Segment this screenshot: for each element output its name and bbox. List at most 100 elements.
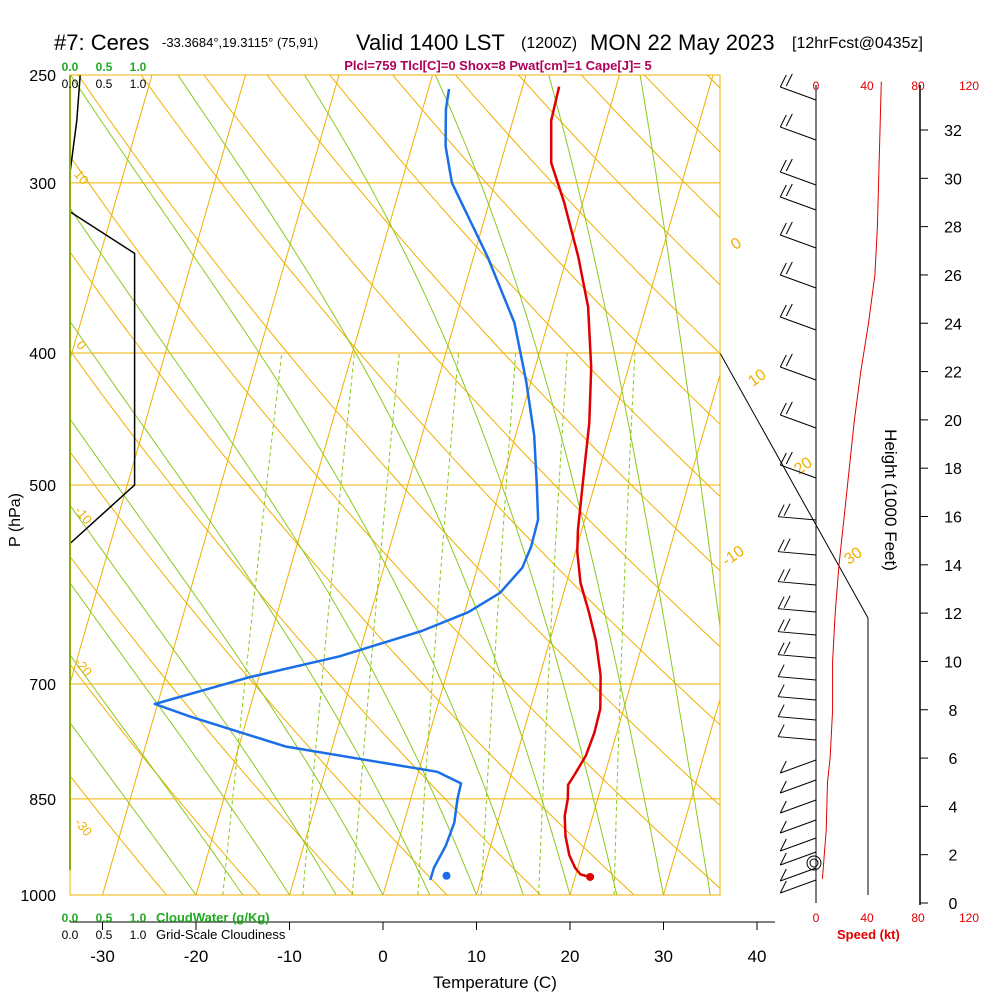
speed-tick-top: 120 [959,79,979,93]
dry-adiabat-line [896,75,1000,895]
dry-adiabat-line [140,75,720,726]
wind-barb-flag [779,452,787,466]
wind-barb-shaft [778,631,817,636]
wind-barb-flag [777,596,785,609]
wind-barb [779,819,817,834]
wind-barb-shaft [778,581,817,586]
height-tick-label: 4 [949,799,958,816]
wind-barb-flag [777,724,785,737]
wind-barb [777,684,817,701]
moist-adiabat-line [70,418,384,895]
temperature-tick-label: 40 [748,947,767,966]
temperature-tick-label: 10 [467,947,486,966]
mixing-ratio-label: 2 [300,904,307,919]
wind-barb-flag [779,354,787,368]
wind-barb-flag [779,838,787,852]
isotherm-line [663,697,720,895]
axis-ticks: -30 -20 -10 0 10 20 30 400.0 0.5 1.00.0 0.5 1.00.0 0… [62,60,767,966]
speed-axis-label: Speed (kt) [837,927,900,942]
wind-barb-shaft [778,654,817,659]
wind-barb-flag [785,221,793,235]
wind-barb-flag [777,684,785,697]
wind-barb [779,401,817,429]
wind-barb [777,664,817,681]
height-tick-label: 26 [944,268,962,285]
mixing-ratio-line [222,352,283,895]
wind-barb-flag [777,704,785,717]
moist-adiabat-line [70,207,477,895]
isotherm-line [851,75,1000,895]
wind-barb-flag [779,868,787,882]
x-axis-label: Temperature (C) [433,973,557,992]
wind-barb-shaft [780,366,817,381]
dry-adiabat-line [70,349,541,895]
wind-barb [777,618,817,636]
speed-tick-bottom: 80 [911,911,925,925]
wind-barb-flag [783,568,791,581]
mixing-ratio-label: 20 [607,904,621,919]
moist-adiabat-line [70,721,197,895]
mixing-ratio-line [538,352,568,895]
wind-barb-shaft [780,171,817,186]
wind-barb-flag [779,780,787,794]
cloudwater-label: CloudWater (g/Kg) [156,910,270,925]
isotherm-line [70,75,153,362]
pressure-tick-label: 500 [29,478,56,495]
pressure-tick-label: 700 [29,677,56,694]
wind-barb [779,183,817,211]
moist-adiabat-line [70,75,524,895]
wind-barb-shaft [780,86,817,101]
temperature-line [549,86,602,879]
wind-barb-flag [779,800,787,814]
wind-barb [777,724,817,741]
wind-barb-shaft [778,608,817,613]
moist-adiabat-line [177,75,571,895]
cloud-scale-bottom-black: 0.0 [62,928,79,942]
isobar-lines: 2503004005007008501000-100102030100-10-2… [20,68,865,905]
wind-barb-flag [785,183,793,197]
cloud-scale-top-black: 0.0 [62,77,79,91]
speed-tick-top: 40 [860,79,874,93]
wind-barb-shaft [780,851,817,866]
pressure-tick-label: 300 [29,176,56,193]
calm-wind-inner [809,858,819,868]
wind-barb-flag [779,222,787,236]
wind-barb-flag [777,504,785,517]
height-tick-label: 32 [944,123,962,140]
cloud-scale-top-black: 1.0 [130,77,147,91]
surface-temperature-point [586,872,595,881]
cloud-scale-bottom-black: 1.0 [130,928,147,942]
height-tick-label: 2 [949,848,958,865]
terrain-slope [719,352,869,619]
wind-barb-shaft [780,464,817,479]
pressure-tick-label: 400 [29,346,56,363]
wind-barb [779,851,817,866]
dry-adiabat-line [70,251,635,895]
pressure-tick-label: 250 [29,68,56,85]
wind-barb-flag [785,401,793,415]
wind-barb-flag [777,619,785,632]
station-coords: -33.3684°,19.3115° (75,91) [162,35,318,50]
wind-barb-flag [785,158,793,172]
cloud-scale-bottom-green: 0.5 [96,911,113,925]
wind-barb-flag [777,664,785,677]
cloud-scale-top-green: 1.0 [130,60,147,74]
wind-barb [779,303,817,331]
height-tick-label: 24 [944,316,962,333]
wind-barb [779,451,817,479]
wind-barb [779,837,817,852]
dry-adiabat-line [455,75,720,355]
pressure-tick-label: 850 [29,792,56,809]
speed-tick-bottom: 0 [813,911,820,925]
moist-adiabat-line [434,75,664,895]
cloudiness-label: Grid-Scale Cloudiness [156,927,286,942]
wind-speed-line [821,81,882,879]
dry-adiabat-line [392,75,720,425]
surface-dewpoint-point [442,871,451,880]
wind-barb [779,779,817,794]
cloud-scale-bottom-green: 0.0 [62,911,79,925]
dry-adiabat-line [329,75,720,498]
dry-adiabat-line [70,451,448,895]
wind-barb-shaft [780,759,817,774]
